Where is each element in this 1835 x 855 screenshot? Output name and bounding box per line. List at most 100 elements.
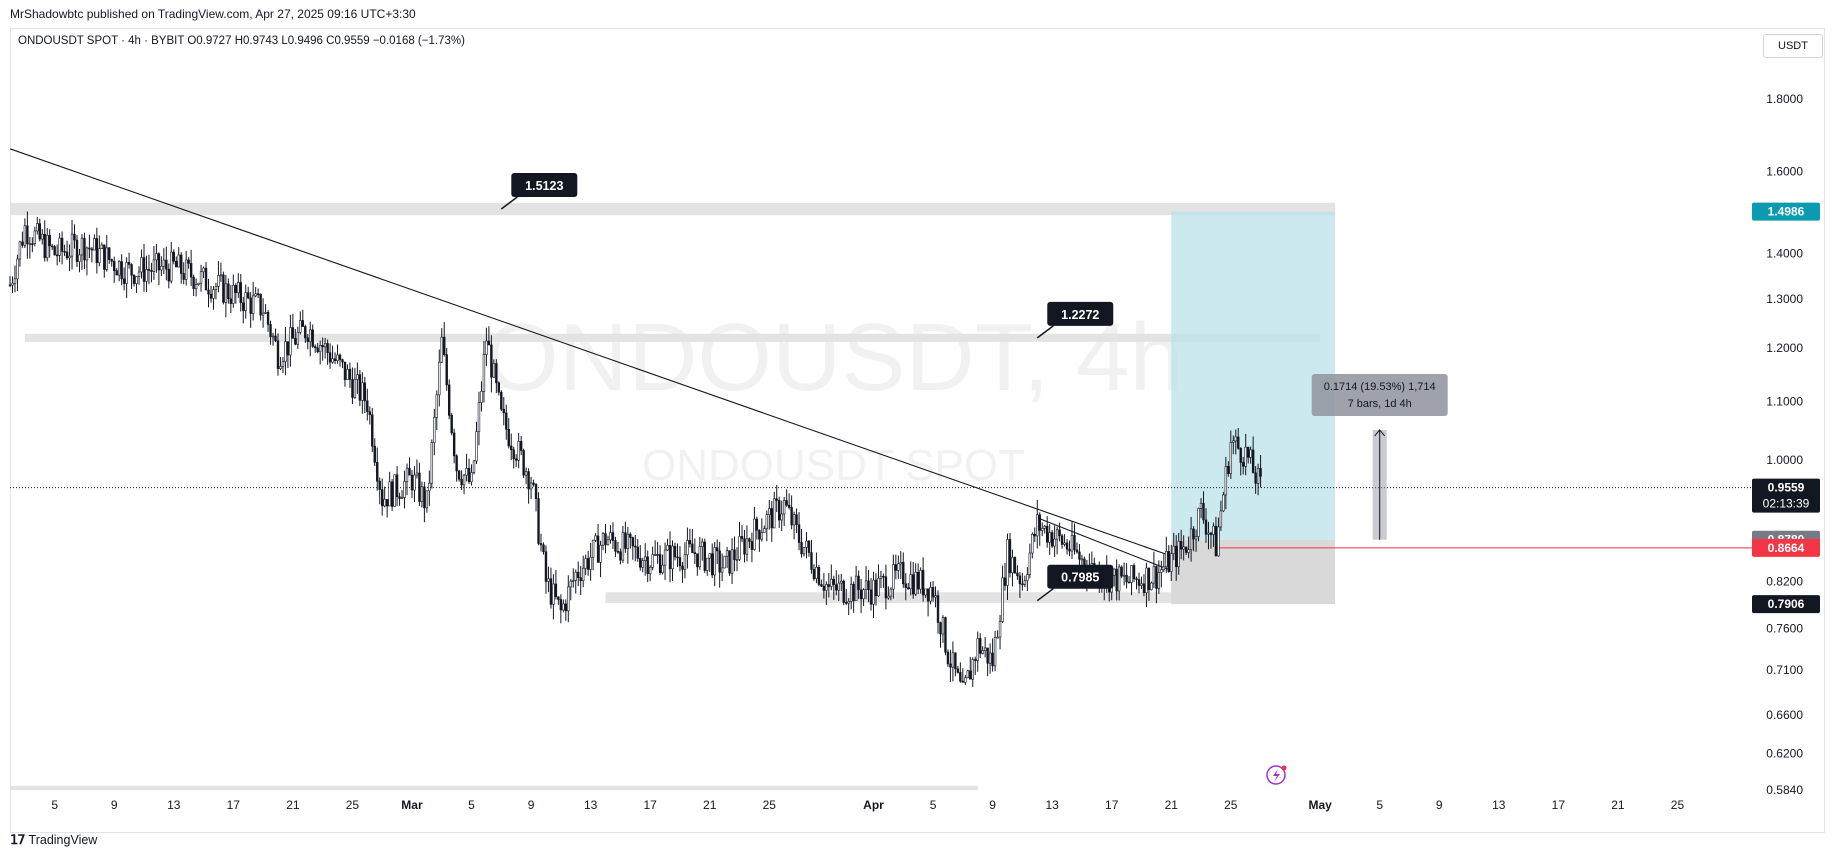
candle-body [579, 577, 582, 581]
candle-body [723, 555, 726, 569]
candle-body [733, 549, 736, 560]
candle-body [38, 223, 41, 240]
candle-body [137, 271, 141, 277]
candle-body [1016, 572, 1019, 577]
candle-body [740, 536, 744, 540]
candle-body [482, 354, 486, 392]
candle-body [1165, 551, 1168, 568]
candle-body [492, 363, 496, 378]
candle-body [351, 379, 354, 398]
candle-body [544, 551, 548, 582]
price-badge-label: 0.8664 [1768, 541, 1805, 555]
candle-body [398, 496, 401, 499]
candle-body [996, 636, 999, 639]
candle-body [1013, 557, 1017, 574]
candle-body [567, 586, 570, 612]
event-flash-icon[interactable] [1266, 765, 1286, 785]
legend-symbol[interactable]: ONDOUSDT SPOT · 4h · BYBIT [18, 35, 185, 47]
legend-high: H0.9743 [234, 35, 279, 47]
candle-body [887, 595, 890, 599]
candle-body [63, 251, 66, 253]
candle-body [497, 382, 501, 393]
candle-body [847, 601, 850, 604]
x-axis-tick-label: 21 [1611, 798, 1625, 812]
candle-body [296, 331, 300, 345]
candle-body [415, 472, 419, 476]
candle-body [13, 278, 17, 284]
candle-body [735, 559, 739, 561]
candle-body [323, 343, 327, 348]
candle-body [1259, 468, 1262, 477]
x-axis-tick-label: 13 [167, 798, 181, 812]
x-axis-tick-label: 13 [1045, 798, 1059, 812]
candle-body [1115, 568, 1118, 592]
candle-body [251, 295, 255, 314]
candle-body [405, 467, 409, 482]
candle-body [877, 577, 880, 597]
candle-body [1068, 548, 1071, 552]
candle-body [644, 556, 647, 562]
candle-body [951, 652, 955, 668]
x-axis-tick-label: 21 [1165, 798, 1179, 812]
candle-body [117, 261, 121, 276]
candle-body [177, 254, 180, 268]
candle-body [217, 275, 220, 287]
candle-body [807, 540, 811, 553]
candle-body [1132, 565, 1136, 580]
callout-label: 1.2272 [1061, 308, 1099, 322]
candle-body [849, 583, 853, 602]
callout-box [1047, 564, 1114, 589]
candle-body [532, 482, 535, 485]
candle-body [773, 498, 776, 529]
candle-body [487, 340, 491, 346]
tradingview-brand[interactable]: 𝟣𝟩 TradingView [10, 832, 97, 848]
candle-body [480, 391, 483, 403]
candle-body [455, 455, 458, 472]
currency-selector[interactable]: USDT [1763, 34, 1823, 58]
candle-body [100, 244, 104, 249]
x-axis-tick-label: Mar [401, 798, 423, 812]
candle-body [41, 234, 44, 240]
candle-body [274, 335, 277, 342]
candle-body [450, 415, 453, 434]
candle-body [768, 508, 771, 516]
candle-body [884, 576, 888, 599]
candle-body [281, 361, 285, 367]
candle-body [1184, 546, 1188, 553]
price-badge-label: 1.4986 [1768, 205, 1805, 219]
candle-body [127, 262, 131, 265]
candle-body [353, 379, 357, 398]
y-axis-tick-label: 1.0000 [1766, 453, 1803, 467]
candle-body [919, 570, 922, 590]
candle-body [224, 283, 228, 303]
candle-body [145, 269, 148, 282]
candle-body [125, 262, 128, 284]
legend-close: C0.9559 [326, 35, 370, 47]
candle-body [1197, 508, 1200, 537]
candle-body [897, 563, 900, 571]
candle-body [562, 603, 565, 611]
candle-body [981, 650, 984, 654]
candle-body [447, 384, 451, 416]
candle-body [601, 533, 605, 546]
candle-body [755, 518, 759, 531]
candle-body [440, 336, 443, 363]
candle-body [380, 489, 384, 507]
candle-body [1080, 558, 1084, 561]
candle-body [706, 557, 709, 571]
candle-body [110, 259, 113, 262]
candle-body [969, 670, 972, 680]
candle-body [929, 587, 932, 602]
candle-body [832, 578, 835, 585]
candle-body [1028, 552, 1032, 575]
candle-body [1075, 549, 1079, 553]
candle-body [423, 486, 426, 509]
candle-body [964, 677, 967, 683]
support-resistance-zone [10, 202, 1336, 216]
x-axis-tick-label: 17 [644, 798, 658, 812]
callout-pointer [1036, 325, 1054, 339]
candle-body [986, 647, 989, 664]
candle-body [304, 326, 307, 339]
candle-body [130, 264, 133, 276]
